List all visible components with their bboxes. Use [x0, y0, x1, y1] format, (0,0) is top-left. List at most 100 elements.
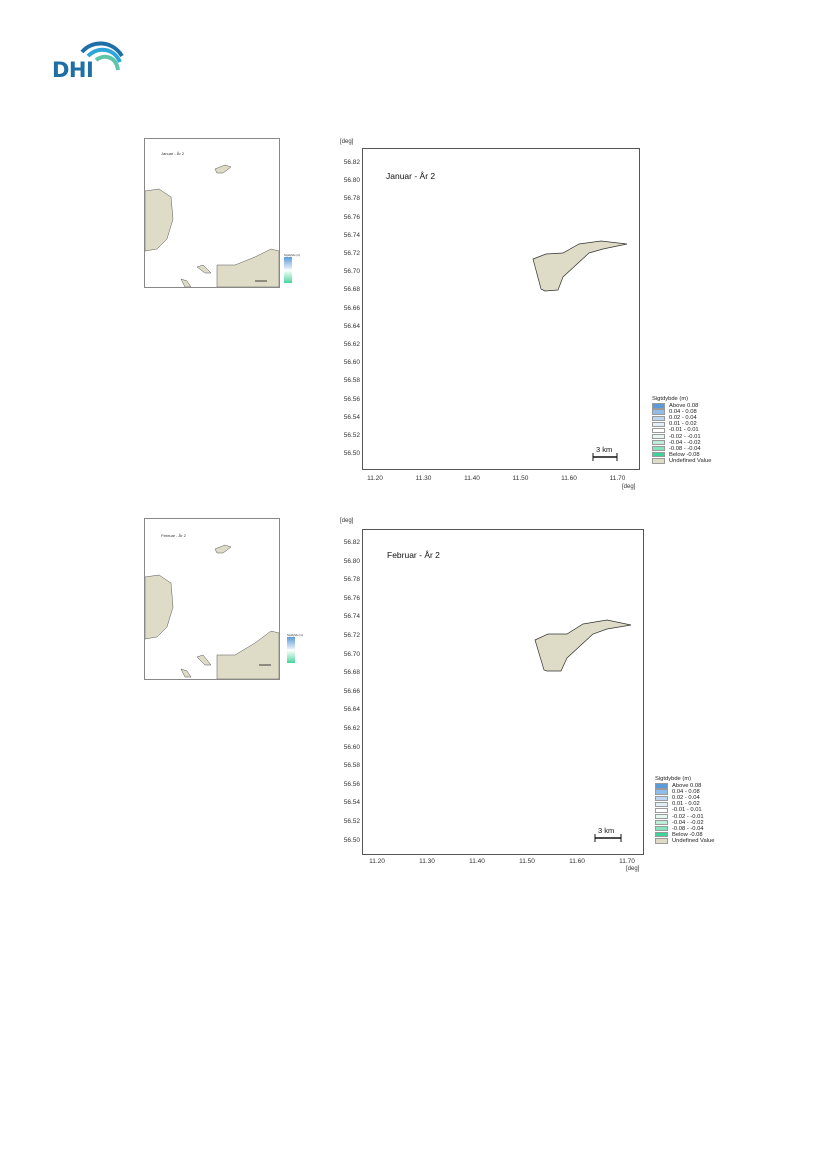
legend-swatch [655, 819, 668, 826]
legend-swatch [655, 789, 668, 795]
legend-label: 0.02 - 0.04 [672, 795, 700, 802]
legend-item: -0.01 - 0.01 [652, 427, 711, 433]
y-unit-label: [deg] [340, 518, 354, 524]
legend-swatch [655, 783, 668, 789]
dhi-logo: DHI [52, 38, 132, 82]
legend-swatch [652, 458, 665, 464]
legend-swatch [652, 433, 665, 440]
main-map [362, 529, 644, 855]
y-tick-label: 56.68 [343, 669, 360, 677]
x-tick-label: 11.40 [464, 475, 480, 482]
x-tick-label: 11.50 [512, 475, 529, 482]
y-tick-label: 56.72 [343, 632, 360, 639]
legend-title: Sigtdybde (m) [655, 776, 692, 782]
legend-swatch [655, 826, 668, 832]
island-polygon [534, 619, 632, 672]
x-tick-label: 11.60 [569, 858, 585, 865]
y-tick-label: 56.80 [343, 557, 360, 565]
legend-swatch [652, 409, 665, 415]
overview-legend-title: Sigtdybde (m) [284, 254, 301, 257]
legend: Sigtdybde (m) Above 0.08 0.04 - 0.08 0.02 … [652, 396, 711, 464]
legend-swatch [655, 801, 668, 807]
y-tick-label: 56.60 [343, 743, 360, 751]
legend-label: -0.04 - -0.02 [672, 819, 704, 826]
overview-map: Februar - År 2 [144, 518, 280, 680]
overview-legend: Sigtdybde (m) [284, 254, 324, 284]
legend-item: -0.08 - -0.04 [652, 446, 711, 452]
y-tick-label: 56.62 [343, 725, 360, 732]
legend-label: -0.04 - -0.02 [669, 439, 701, 446]
y-tick-label: 56.78 [343, 195, 360, 203]
scale-bar-label: 3 km [596, 445, 613, 454]
y-tick-label: 56.82 [343, 539, 360, 546]
y-tick-label: 56.64 [343, 322, 360, 330]
legend-label: 0.01 - 0.02 [672, 801, 700, 808]
legend-items: Above 0.08 0.04 - 0.08 0.02 - 0.04 0.01 - 0… [652, 403, 711, 464]
legend-swatch [652, 452, 665, 458]
legend-item: 0.02 - 0.04 [652, 415, 711, 421]
legend-label: Below -0.08 [672, 831, 703, 838]
y-tick-label: 56.50 [343, 450, 360, 458]
map-title: Januar - År 2 [386, 171, 436, 181]
legend-label: -0.08 - -0.04 [669, 445, 701, 452]
legend-item: -0.01 - 0.01 [655, 807, 714, 813]
legend-item: -0.02 - -0.01 [652, 433, 711, 440]
overview-title: Januar - År 2 [161, 151, 185, 156]
legend-item: -0.04 - -0.02 [655, 820, 714, 826]
legend-item: 0.01 - 0.02 [655, 801, 714, 807]
legend-item: -0.04 - -0.02 [652, 440, 711, 446]
legend-swatch [655, 795, 668, 801]
overview-map: Januar - År 2 [144, 138, 280, 288]
y-tick-label: 56.50 [343, 836, 360, 844]
overview-map-svg: Januar - År 2 [144, 151, 280, 288]
legend-label: 0.04 - 0.08 [672, 789, 700, 796]
legend-item: Above 0.08 [652, 403, 711, 409]
legend-swatch [655, 832, 668, 838]
legend-swatch [655, 813, 668, 820]
legend-item: -0.08 - -0.04 [655, 826, 714, 832]
dhi-logo-text: DHI [52, 58, 94, 82]
legend-label: Below -0.08 [669, 451, 700, 458]
main-map-svg [534, 619, 632, 842]
main-map-svg [532, 240, 628, 461]
legend-item: Above 0.08 [655, 783, 714, 789]
legend-label: Above 0.08 [669, 403, 699, 410]
y-tick-label: 56.74 [343, 231, 360, 239]
y-unit-label: [deg] [340, 139, 354, 145]
legend-item: 0.04 - 0.08 [655, 789, 714, 795]
legend-swatch [655, 807, 668, 814]
overview-legend-swatches [284, 257, 292, 284]
legend-item: 0.01 - 0.02 [652, 421, 711, 427]
y-tick-label: 56.80 [343, 177, 360, 185]
legend-label: Undefined Value [672, 837, 715, 844]
x-unit-label: [deg] [622, 484, 636, 490]
y-tick-label: 56.76 [343, 594, 360, 602]
legend-label: Undefined Value [669, 457, 712, 464]
y-tick-label: 56.56 [343, 780, 360, 788]
y-tick-label: 56.78 [343, 576, 360, 584]
y-tick-label: 56.70 [343, 650, 360, 658]
y-tick-label: 56.70 [343, 268, 360, 276]
y-tick-label: 56.64 [343, 706, 360, 714]
legend-item: Below -0.08 [655, 832, 714, 838]
overview-map-svg: Februar - År 2 [144, 533, 280, 680]
y-tick-label: 56.72 [343, 250, 360, 257]
legend-swatch [652, 427, 665, 434]
y-tick-label: 56.66 [343, 687, 360, 695]
y-tick-label: 56.52 [343, 818, 360, 825]
legend-item: Undefined Value [655, 838, 714, 844]
x-tick-label: 11.30 [415, 475, 432, 482]
legend-label: -0.08 - -0.04 [672, 825, 704, 832]
legend-item: -0.02 - -0.01 [655, 813, 714, 820]
main-map [362, 148, 640, 470]
legend-items: Above 0.08 0.04 - 0.08 0.02 - 0.04 0.01 - 0… [655, 783, 714, 844]
y-tick-label: 56.54 [343, 413, 360, 421]
legend-label: -0.01 - 0.01 [672, 807, 702, 814]
legend-swatch [655, 838, 668, 844]
legend-item: Undefined Value [652, 458, 711, 464]
y-tick-label: 56.74 [343, 613, 360, 621]
overview-legend-title: Sigtdybde (m) [287, 634, 304, 637]
legend-label: -0.01 - 0.01 [669, 427, 699, 434]
y-tick-label: 56.62 [343, 341, 360, 348]
x-tick-label: 11.70 [609, 475, 626, 482]
